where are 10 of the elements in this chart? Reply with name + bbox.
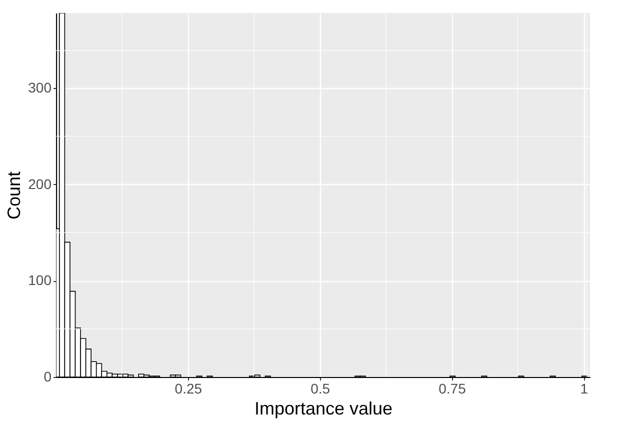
- y-tick-label: 0: [44, 368, 52, 384]
- x-tick-label: 0.25: [174, 380, 202, 396]
- x-axis-title: Importance value: [254, 398, 393, 418]
- x-tick-label: 0.5: [310, 380, 330, 396]
- y-tick-label: 200: [28, 176, 52, 192]
- y-tick-label: 300: [28, 80, 52, 96]
- y-tick-label: 100: [28, 272, 52, 288]
- x-tick-label: 1: [580, 380, 588, 396]
- x-tick-label: 0.75: [438, 380, 466, 396]
- y-axis-title: Count: [4, 171, 24, 220]
